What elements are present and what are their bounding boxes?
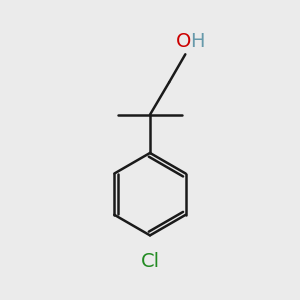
Text: Cl: Cl [140,252,160,271]
Text: O: O [176,32,191,51]
Text: H: H [190,32,205,51]
